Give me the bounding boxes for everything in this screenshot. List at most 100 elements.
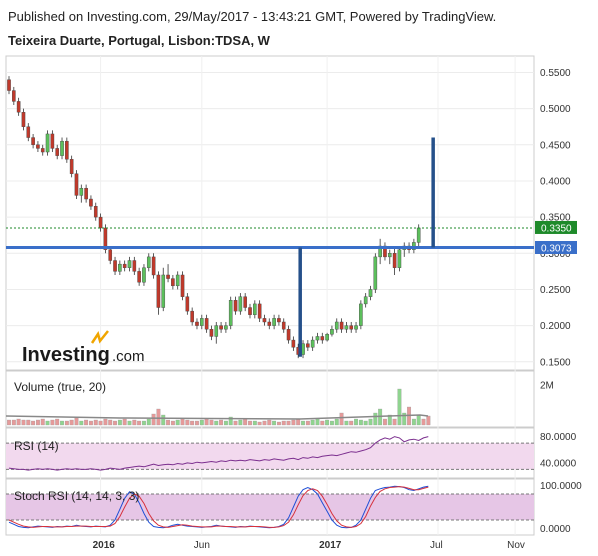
price-tick-label: 0.3000 xyxy=(540,249,571,260)
volume-bar xyxy=(31,420,36,426)
candle-body xyxy=(315,336,320,341)
price-tick-label: 0.2500 xyxy=(540,285,571,296)
volume-bar xyxy=(320,420,325,426)
time-tick-label: Jun xyxy=(194,540,210,551)
price-tick-label: 0.1500 xyxy=(540,357,571,368)
candle-body xyxy=(204,318,209,330)
volume-bar xyxy=(11,419,16,426)
candle-body xyxy=(277,318,281,323)
volume-bar xyxy=(88,420,93,426)
candle-body xyxy=(310,339,315,348)
volume-bar xyxy=(421,418,426,426)
volume-bar xyxy=(35,419,40,426)
candle-body xyxy=(253,303,257,315)
candle-body xyxy=(224,325,228,330)
candle-body xyxy=(137,271,141,283)
volume-bar xyxy=(387,414,392,426)
candle-body xyxy=(65,140,69,160)
candle-body xyxy=(262,318,267,323)
candle-body xyxy=(146,256,151,268)
candle-body xyxy=(387,253,392,258)
volume-bar xyxy=(146,418,151,426)
candle-body xyxy=(281,321,286,330)
logo-brand: Investing xyxy=(22,344,110,366)
volume-bar xyxy=(199,419,204,426)
candle-body xyxy=(151,256,156,276)
volume-bar xyxy=(108,419,113,426)
candle-body xyxy=(397,249,402,268)
stoch-tick-label: 0.0000 xyxy=(540,524,571,535)
rsi-line xyxy=(8,436,429,471)
candle-body xyxy=(214,325,219,337)
candle-body xyxy=(416,227,421,243)
volume-bar xyxy=(64,420,69,426)
candle-body xyxy=(248,307,252,315)
candle-body xyxy=(330,329,334,335)
volume-bar xyxy=(209,419,214,426)
volume-bar xyxy=(7,419,11,426)
volume-bar xyxy=(166,419,171,426)
candle-body xyxy=(79,187,84,196)
investing-logo: Investing .com xyxy=(22,330,145,366)
volume-bar xyxy=(156,408,161,426)
volume-bar xyxy=(55,418,60,426)
candle-body xyxy=(84,187,88,200)
candle-body xyxy=(69,159,74,174)
candle-body xyxy=(185,296,190,312)
support-price-tag: 0.3073 xyxy=(535,240,577,254)
time-tick-label: 2016 xyxy=(93,540,116,551)
volume-bar xyxy=(98,420,103,426)
candle-body xyxy=(166,274,170,279)
volume-bar xyxy=(185,419,190,426)
price-panel-frame xyxy=(5,55,535,371)
candle-body xyxy=(228,300,233,326)
candle-body xyxy=(209,329,214,337)
volume-bar xyxy=(21,419,26,426)
candle-body xyxy=(392,253,397,268)
candle-body xyxy=(238,296,243,312)
volume-bar xyxy=(252,420,257,426)
volume-title: Volume (true, 20) xyxy=(14,380,106,394)
volume-bar xyxy=(243,418,248,426)
volume-bar xyxy=(84,419,89,426)
candle-body xyxy=(243,296,247,308)
candle-body xyxy=(103,227,108,250)
volume-bar xyxy=(358,419,363,426)
candle-body xyxy=(325,334,329,341)
candle-body xyxy=(272,318,276,326)
last-price-label: 0.3350 xyxy=(541,223,572,234)
candle-body xyxy=(373,256,378,290)
candle-body xyxy=(339,321,344,330)
candle-body xyxy=(132,260,137,272)
time-tick-label: 2017 xyxy=(319,540,342,551)
volume-bar xyxy=(137,420,142,426)
volume-bar xyxy=(228,416,233,426)
volume-bar xyxy=(113,420,117,426)
candle-body xyxy=(190,310,194,323)
volume-bar xyxy=(122,418,127,426)
candle-body xyxy=(291,339,296,348)
volume-bar xyxy=(151,413,156,426)
volume-bar xyxy=(305,420,310,426)
candle-body xyxy=(219,325,223,330)
candle-body xyxy=(306,343,310,348)
candle-body xyxy=(161,274,166,308)
volume-bar xyxy=(276,421,281,426)
volume-bar xyxy=(411,418,416,426)
candle-body xyxy=(118,263,122,272)
time-tick-label: Nov xyxy=(507,540,525,551)
volume-bar xyxy=(310,419,315,426)
candle-body xyxy=(354,325,358,330)
volume-bar xyxy=(296,418,301,426)
candle-body xyxy=(55,148,59,156)
rsi-title: RSI (14) xyxy=(14,439,59,453)
candle-body xyxy=(12,90,16,102)
volume-bar xyxy=(170,420,175,426)
volume-bar xyxy=(262,420,267,426)
volume-bar xyxy=(383,418,387,426)
candle-body xyxy=(31,137,35,145)
candle-body xyxy=(122,263,127,268)
candle-body xyxy=(74,173,79,196)
time-tick-label: Jul xyxy=(430,540,443,551)
